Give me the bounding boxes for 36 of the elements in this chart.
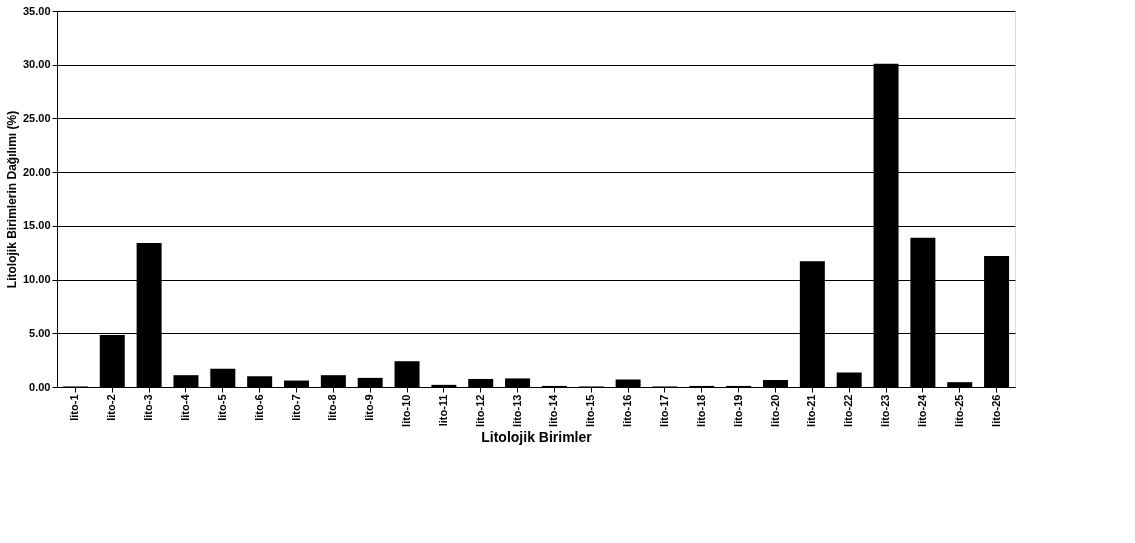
x-tick-label: lito-23 [879,394,892,427]
y-tick-label: 5.00 [29,326,51,339]
x-tick-label: lito-16 [621,394,634,427]
x-tick-label: lito-21 [805,394,818,427]
x-tick-label: lito-10 [400,394,413,427]
x-tick-label: lito-2 [105,394,118,421]
y-tick-label: 20.00 [22,165,51,178]
x-tick-label: lito-11 [436,394,449,427]
x-tick-label: lito-17 [657,394,670,427]
y-tick-label: 25.00 [22,111,51,124]
x-tick-label: lito-14 [547,393,560,427]
x-tick-label: lito-15 [584,394,597,427]
x-tick-label: lito-12 [473,394,486,427]
y-tick-label: 10.00 [22,273,51,286]
x-tick-label: lito-13 [510,394,523,427]
x-tick-label: lito-6 [252,394,265,421]
x-tick-label: lito-20 [768,394,781,427]
x-tick-label: lito-8 [326,394,339,421]
y-axis-title: Litolojik Birimlerin Dağılımı (%) [4,110,19,289]
x-tick-label: lito-5 [215,394,228,421]
x-tick-label: lito-3 [142,394,155,421]
y-tick-label: 0.00 [29,380,51,393]
x-tick-label: lito-22 [842,394,855,427]
x-tick-label: lito-24 [915,393,928,427]
x-tick-label: lito-7 [289,394,302,421]
x-tick-label: lito-19 [731,394,744,427]
x-tick-label: lito-25 [952,394,965,427]
x-tick-label: lito-26 [989,394,1002,427]
y-tick-label: 30.00 [22,58,51,71]
y-tick-label: 15.00 [22,219,51,232]
y-tick-label: 35.00 [22,4,51,17]
x-tick-label: lito-18 [694,394,707,427]
x-tick-label: lito-4 [178,393,191,421]
x-axis-title: Litolojik Birimler [481,428,593,445]
x-tick-label: lito-1 [68,394,81,421]
x-tick-label: lito-9 [363,394,376,421]
